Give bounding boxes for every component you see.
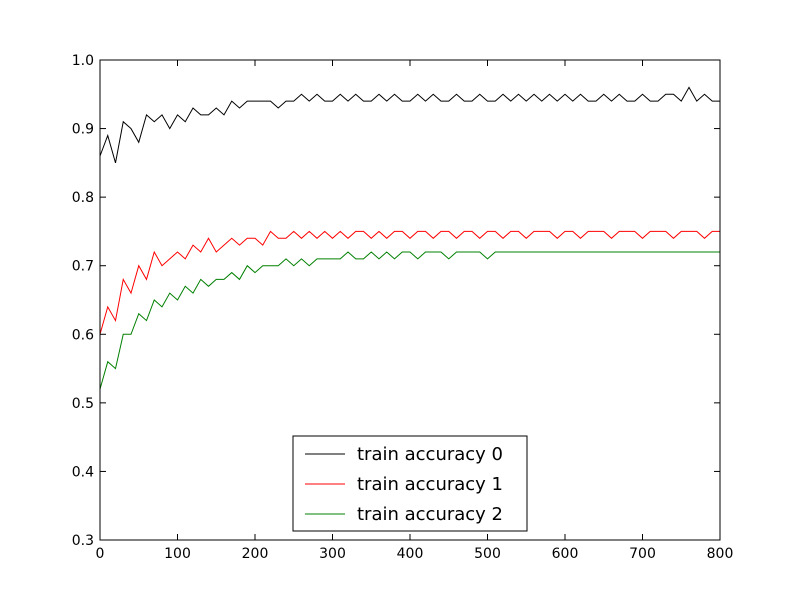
x-tick-label: 0 xyxy=(96,546,105,562)
legend: train accuracy 0 train accuracy 1 train ac… xyxy=(292,435,528,532)
ticks-layer: 0 100 200 300 400 500 600 700 800 0.3 0.4 0.5 0.6 0.7… xyxy=(72,53,734,562)
legend-label-0: train accuracy 0 xyxy=(357,444,503,465)
x-tick-label: 500 xyxy=(474,546,501,562)
series-layer xyxy=(99,86,720,390)
x-tick-label: 600 xyxy=(552,546,579,562)
y-tick-label: 0.5 xyxy=(72,396,94,412)
x-tick-label: 300 xyxy=(319,546,346,562)
y-tick-label: 1.0 xyxy=(72,53,94,69)
x-tick-label: 400 xyxy=(397,546,424,562)
y-tick-label: 0.7 xyxy=(72,259,94,275)
series-line-1 xyxy=(99,230,720,335)
series-line-2 xyxy=(99,251,720,390)
legend-label-2: train accuracy 2 xyxy=(357,504,503,525)
y-tick-label: 0.8 xyxy=(72,190,94,206)
x-tick-label: 100 xyxy=(164,546,191,562)
y-tick-label: 0.3 xyxy=(72,533,94,549)
y-tick-label: 0.9 xyxy=(72,122,94,138)
legend-label-1: train accuracy 1 xyxy=(357,474,503,495)
series-line-0 xyxy=(99,86,720,163)
x-tick-label: 800 xyxy=(707,546,734,562)
x-tick-label: 200 xyxy=(242,546,269,562)
x-tick-label: 700 xyxy=(629,546,656,562)
y-tick-label: 0.4 xyxy=(72,464,94,480)
y-tick-label: 0.6 xyxy=(72,327,94,343)
